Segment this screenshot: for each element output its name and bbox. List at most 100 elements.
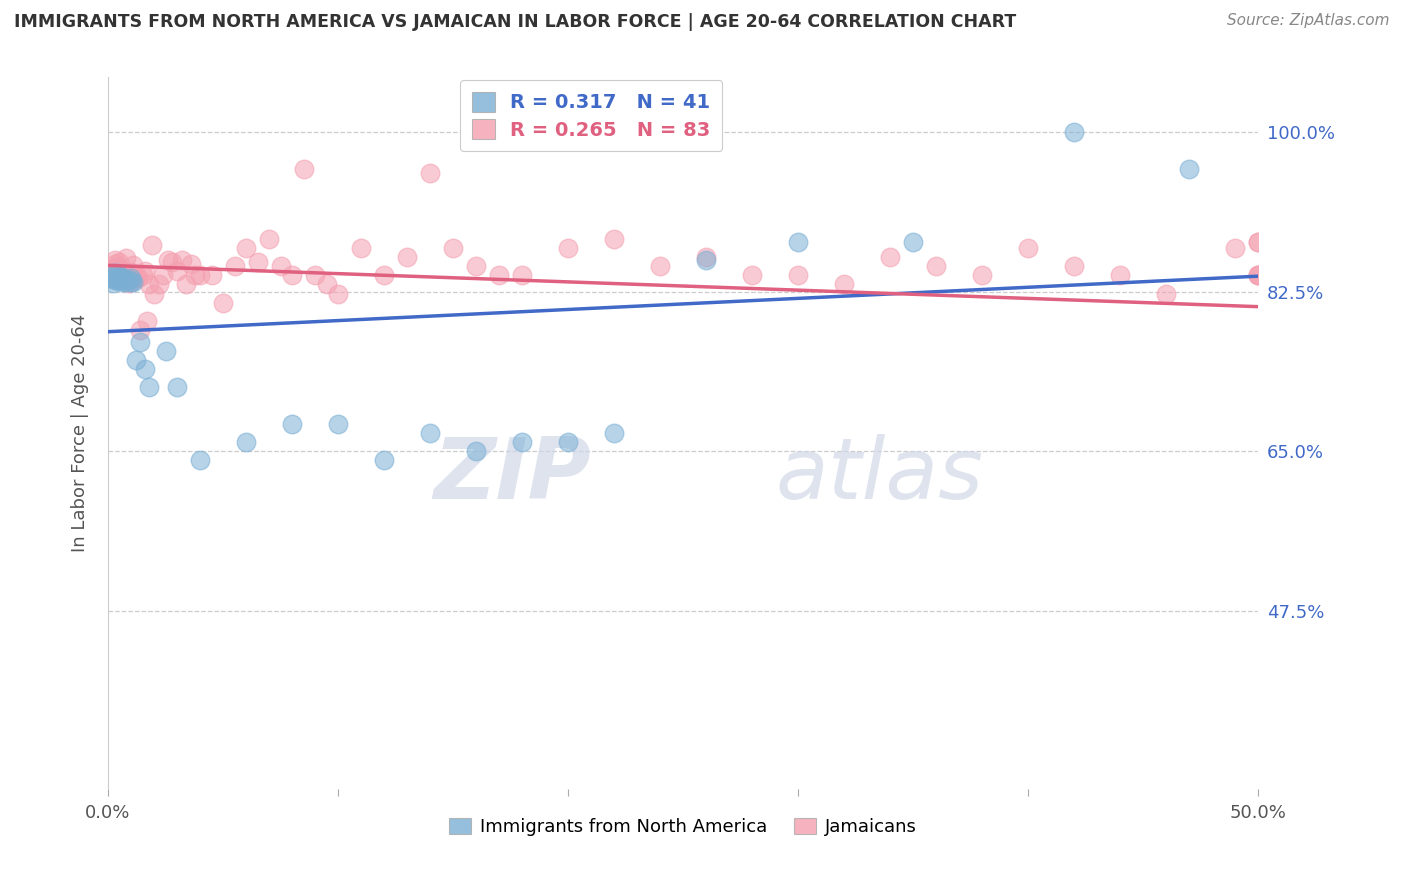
- Point: [326, 286, 349, 301]
- Point: [741, 268, 763, 283]
- Point: [1109, 268, 1132, 283]
- Point: [1247, 235, 1270, 249]
- Point: [1178, 161, 1201, 176]
- Point: [465, 444, 488, 458]
- Point: [188, 453, 211, 467]
- Point: [105, 260, 128, 274]
- Point: [112, 263, 135, 277]
- Point: [129, 323, 152, 337]
- Point: [138, 380, 160, 394]
- Y-axis label: In Labor Force | Age 20-64: In Labor Force | Age 20-64: [72, 314, 89, 552]
- Point: [136, 314, 159, 328]
- Point: [118, 273, 141, 287]
- Point: [118, 276, 141, 290]
- Point: [98, 271, 121, 285]
- Point: [115, 251, 138, 265]
- Point: [122, 258, 145, 272]
- Point: [112, 271, 135, 285]
- Point: [112, 273, 135, 287]
- Text: IMMIGRANTS FROM NORTH AMERICA VS JAMAICAN IN LABOR FORCE | AGE 20-64 CORRELATION: IMMIGRANTS FROM NORTH AMERICA VS JAMAICA…: [14, 13, 1017, 31]
- Point: [111, 263, 134, 277]
- Point: [108, 271, 131, 285]
- Point: [510, 435, 533, 450]
- Text: atlas: atlas: [775, 434, 983, 517]
- Point: [105, 271, 128, 285]
- Point: [104, 252, 127, 267]
- Point: [510, 268, 533, 283]
- Point: [315, 277, 337, 292]
- Text: ZIP: ZIP: [433, 434, 591, 517]
- Point: [108, 254, 131, 268]
- Point: [134, 263, 156, 277]
- Point: [1017, 241, 1039, 255]
- Point: [138, 277, 160, 292]
- Point: [104, 271, 127, 285]
- Point: [124, 353, 146, 368]
- Point: [419, 425, 441, 440]
- Point: [112, 271, 135, 285]
- Point: [925, 259, 948, 273]
- Point: [152, 268, 174, 283]
- Point: [184, 268, 207, 283]
- Point: [122, 271, 145, 285]
- Point: [108, 263, 131, 277]
- Point: [465, 259, 488, 273]
- Point: [162, 254, 184, 268]
- Point: [235, 435, 257, 450]
- Point: [120, 271, 142, 285]
- Point: [879, 250, 901, 264]
- Point: [105, 271, 128, 285]
- Point: [101, 261, 124, 276]
- Point: [832, 277, 855, 292]
- Point: [129, 334, 152, 349]
- Point: [115, 275, 138, 289]
- Point: [326, 417, 349, 431]
- Point: [488, 268, 510, 283]
- Point: [104, 257, 127, 271]
- Point: [246, 254, 269, 268]
- Point: [105, 273, 128, 287]
- Point: [281, 417, 304, 431]
- Point: [787, 235, 810, 249]
- Point: [373, 268, 395, 283]
- Point: [134, 362, 156, 376]
- Point: [101, 267, 124, 281]
- Point: [1247, 268, 1270, 283]
- Point: [120, 265, 142, 279]
- Point: [101, 276, 124, 290]
- Point: [174, 277, 197, 292]
- Point: [166, 380, 188, 394]
- Point: [1247, 268, 1270, 283]
- Point: [270, 259, 292, 273]
- Point: [120, 275, 142, 289]
- Point: [108, 269, 131, 284]
- Point: [108, 273, 131, 287]
- Point: [557, 435, 579, 450]
- Point: [170, 252, 193, 267]
- Point: [111, 275, 134, 289]
- Point: [212, 295, 235, 310]
- Point: [1247, 235, 1270, 249]
- Point: [131, 268, 153, 283]
- Point: [1247, 268, 1270, 283]
- Point: [281, 268, 304, 283]
- Point: [224, 259, 246, 273]
- Point: [108, 271, 131, 285]
- Point: [180, 257, 202, 271]
- Point: [148, 277, 170, 292]
- Point: [441, 241, 464, 255]
- Point: [98, 267, 121, 281]
- Point: [101, 271, 124, 285]
- Point: [1225, 241, 1247, 255]
- Point: [105, 267, 128, 281]
- Point: [787, 268, 810, 283]
- Point: [257, 232, 280, 246]
- Point: [124, 271, 146, 285]
- Point: [903, 235, 925, 249]
- Point: [124, 268, 146, 283]
- Point: [200, 268, 222, 283]
- Point: [235, 241, 257, 255]
- Point: [396, 250, 419, 264]
- Point: [695, 252, 717, 267]
- Point: [155, 343, 177, 358]
